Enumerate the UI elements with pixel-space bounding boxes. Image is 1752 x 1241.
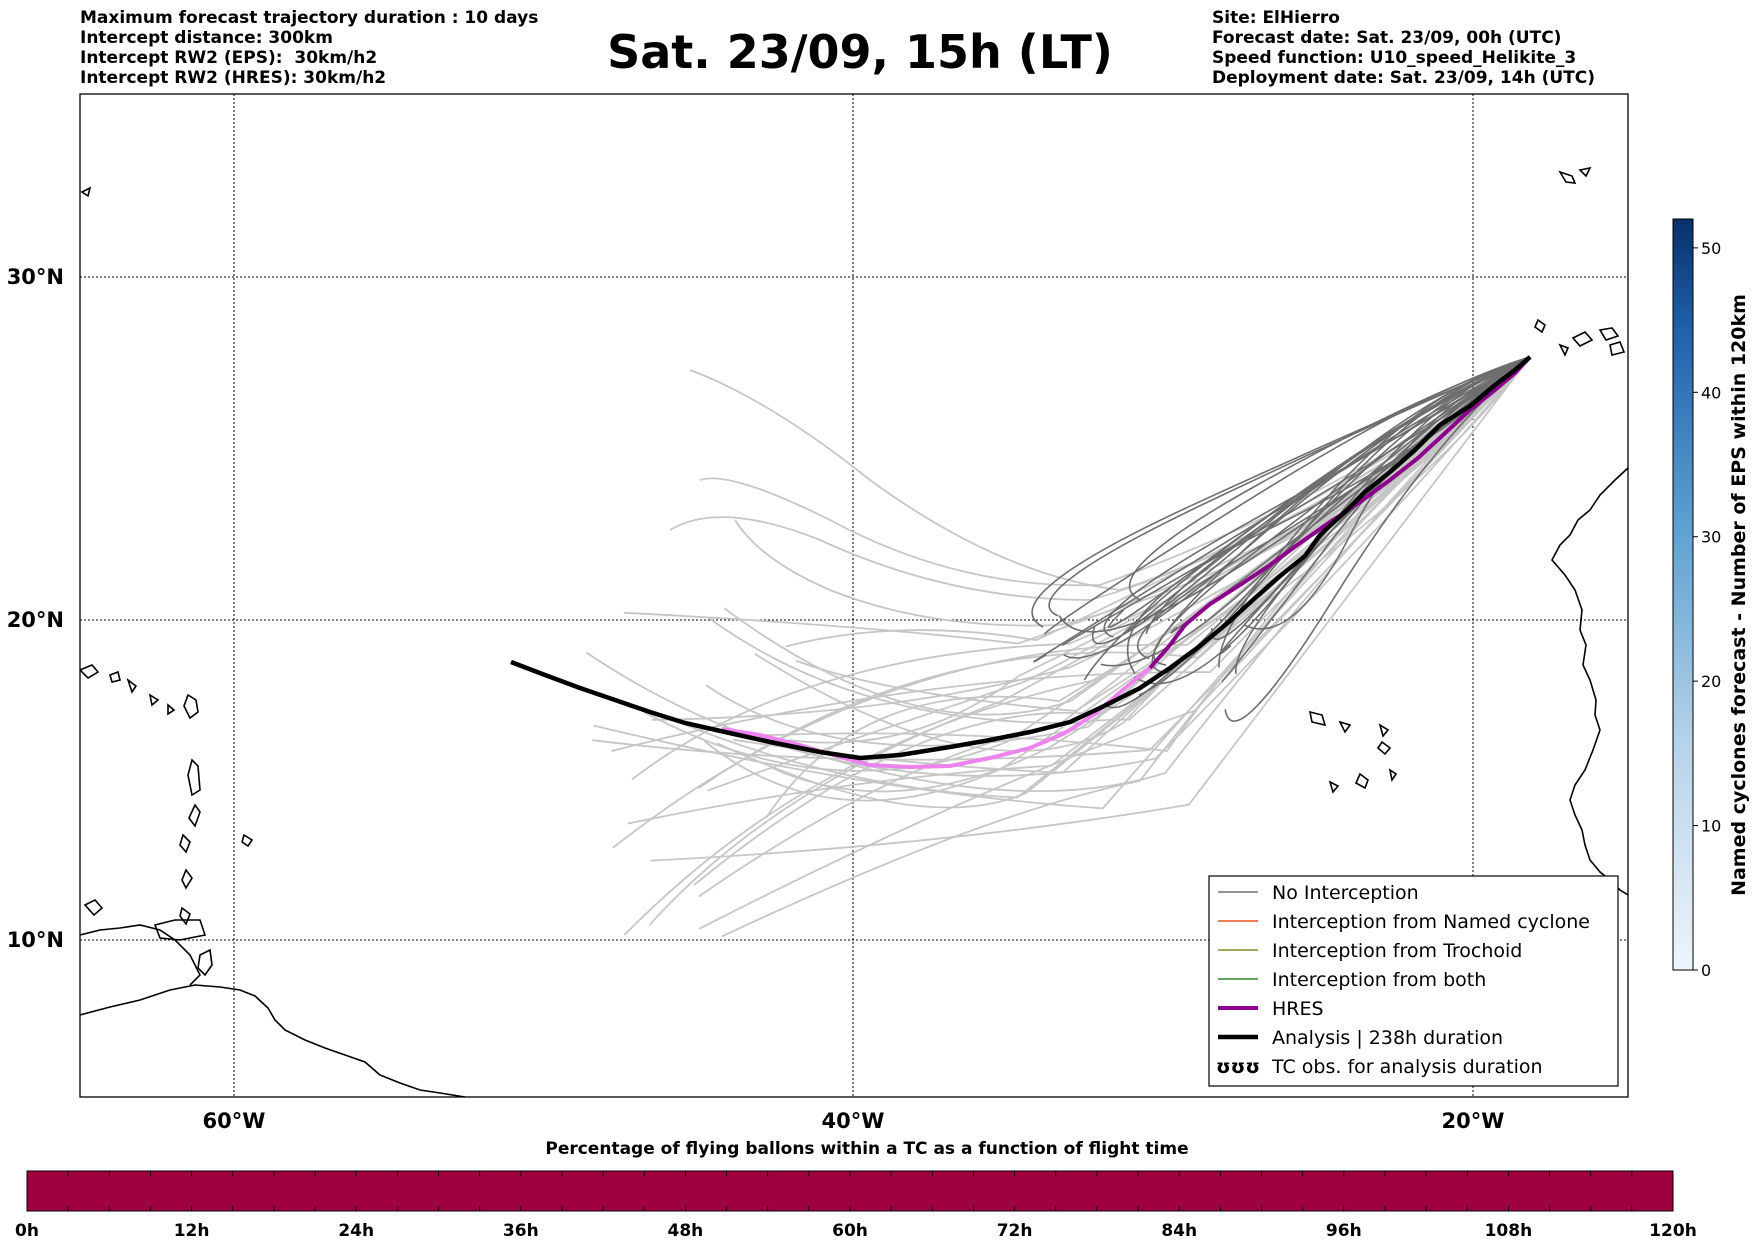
lon-label: 20°W bbox=[1442, 1109, 1505, 1133]
flight-bar-title: Percentage of flying ballons within a TC… bbox=[545, 1139, 1189, 1159]
africa-coast bbox=[1551, 467, 1628, 896]
header-right-line: Forecast date: Sat. 23/09, 00h (UTC) bbox=[1212, 28, 1562, 48]
ensemble-trajectory bbox=[1244, 356, 1531, 630]
ensemble-trajectory bbox=[1043, 356, 1531, 635]
colorbar-tick-label: 0 bbox=[1701, 961, 1711, 980]
header-left-line: Maximum forecast trajectory duration : 1… bbox=[80, 8, 539, 28]
ensemble-trajectories-no-interception bbox=[1031, 356, 1531, 722]
map-frame bbox=[79, 93, 1629, 1098]
header-left-line: Intercept RW2 (EPS): 30km/h2 bbox=[80, 48, 378, 68]
ensemble-trajectory bbox=[593, 356, 1531, 810]
azores-fragment bbox=[80, 186, 92, 198]
venezuela-north-coast bbox=[80, 924, 201, 986]
legend-item: Interception from both bbox=[1272, 969, 1486, 991]
ensemble-trajectory bbox=[592, 356, 1531, 761]
legend-item: TC obs. for analysis duration bbox=[1271, 1056, 1543, 1078]
south-america-coast bbox=[80, 984, 466, 1097]
header-left-line: Intercept distance: 300km bbox=[80, 28, 333, 48]
ensemble-trajectory bbox=[1061, 356, 1531, 647]
ensemble-trajectory bbox=[770, 356, 1531, 793]
legend-item: Interception from Named cyclone bbox=[1272, 911, 1590, 933]
ensemble-trajectory bbox=[1103, 356, 1531, 638]
madeira bbox=[1558, 166, 1592, 184]
analysis-trajectory bbox=[510, 355, 1532, 761]
colorbar-tick-label: 40 bbox=[1701, 383, 1721, 402]
colorbar-tick-label: 10 bbox=[1701, 817, 1721, 836]
trinidad-coast bbox=[197, 948, 213, 977]
coastlines bbox=[80, 166, 1628, 1097]
ensemble-trajectory bbox=[1153, 356, 1531, 666]
axis-tick-labels: 60°W 40°W 20°W 30°N 20°N 10°N bbox=[7, 265, 1505, 1133]
tobago-coast bbox=[153, 919, 207, 941]
ensemble-trajectory bbox=[669, 356, 1531, 601]
legend-item: Interception from Trochoid bbox=[1272, 940, 1522, 962]
ensemble-trajectory bbox=[1224, 356, 1531, 722]
lat-label: 10°N bbox=[7, 928, 64, 952]
colorbar-gradient bbox=[1672, 218, 1694, 971]
ensemble-trajectory bbox=[1107, 356, 1531, 629]
lat-label: 20°N bbox=[7, 608, 64, 632]
hres-trajectory-highlight bbox=[721, 666, 1152, 770]
lat-label: 30°N bbox=[7, 265, 64, 289]
colorbar-label: Named cyclones forecast - Number of EPS … bbox=[1728, 294, 1750, 896]
header-right-line: Speed function: U10_speed_Helikite_3 bbox=[1212, 48, 1577, 68]
ensemble-trajectory bbox=[716, 356, 1531, 809]
colorbar-tick-label: 20 bbox=[1701, 672, 1721, 691]
header-right-line: Deployment date: Sat. 23/09, 14h (UTC) bbox=[1212, 68, 1596, 88]
header-left-info: Maximum forecast trajectory duration : 1… bbox=[80, 8, 538, 88]
lesser-antilles bbox=[179, 693, 201, 926]
colorbar-tick-label: 50 bbox=[1701, 239, 1721, 258]
legend-item: No Interception bbox=[1272, 882, 1419, 904]
barbados bbox=[83, 899, 104, 917]
ensemble-trajectory bbox=[651, 356, 1531, 721]
tc-symbol-icon: ʊʊʊ bbox=[1216, 1056, 1260, 1078]
ensemble-trajectory bbox=[698, 356, 1531, 789]
virgin-islands bbox=[80, 664, 176, 716]
ensemble-trajectory bbox=[1048, 356, 1531, 617]
cape-verde-islands bbox=[1308, 710, 1398, 794]
header-left-line: Intercept RW2 (HRES): 30km/h2 bbox=[80, 68, 387, 88]
colorbar-ticks: 0 10 20 30 40 50 bbox=[1693, 239, 1721, 980]
header-right-line: Site: ElHierro bbox=[1212, 8, 1340, 28]
lon-label: 60°W bbox=[203, 1109, 266, 1133]
ensemble-trajectory bbox=[1145, 356, 1531, 635]
legend: No Interception Interception from Named … bbox=[1208, 875, 1619, 1087]
page-title: Sat. 23/09, 15h (LT) bbox=[607, 25, 1113, 79]
colorbar-tick-label: 30 bbox=[1701, 528, 1721, 547]
canary-islands bbox=[1534, 318, 1626, 357]
colorbar: 0 10 20 30 40 50 Named cyclones forecast - Nu… bbox=[1672, 218, 1750, 980]
legend-item: HRES bbox=[1272, 998, 1324, 1020]
legend-box bbox=[1208, 875, 1619, 1087]
legend-item: Analysis | 238h duration bbox=[1272, 1027, 1503, 1049]
ensemble-trajectory bbox=[627, 356, 1531, 825]
lon-label: 40°W bbox=[822, 1109, 885, 1133]
header-right-info: Site: ElHierro Forecast date: Sat. 23/09… bbox=[1212, 8, 1595, 88]
small-island-east bbox=[241, 833, 254, 848]
ensemble-trajectory bbox=[650, 356, 1531, 862]
